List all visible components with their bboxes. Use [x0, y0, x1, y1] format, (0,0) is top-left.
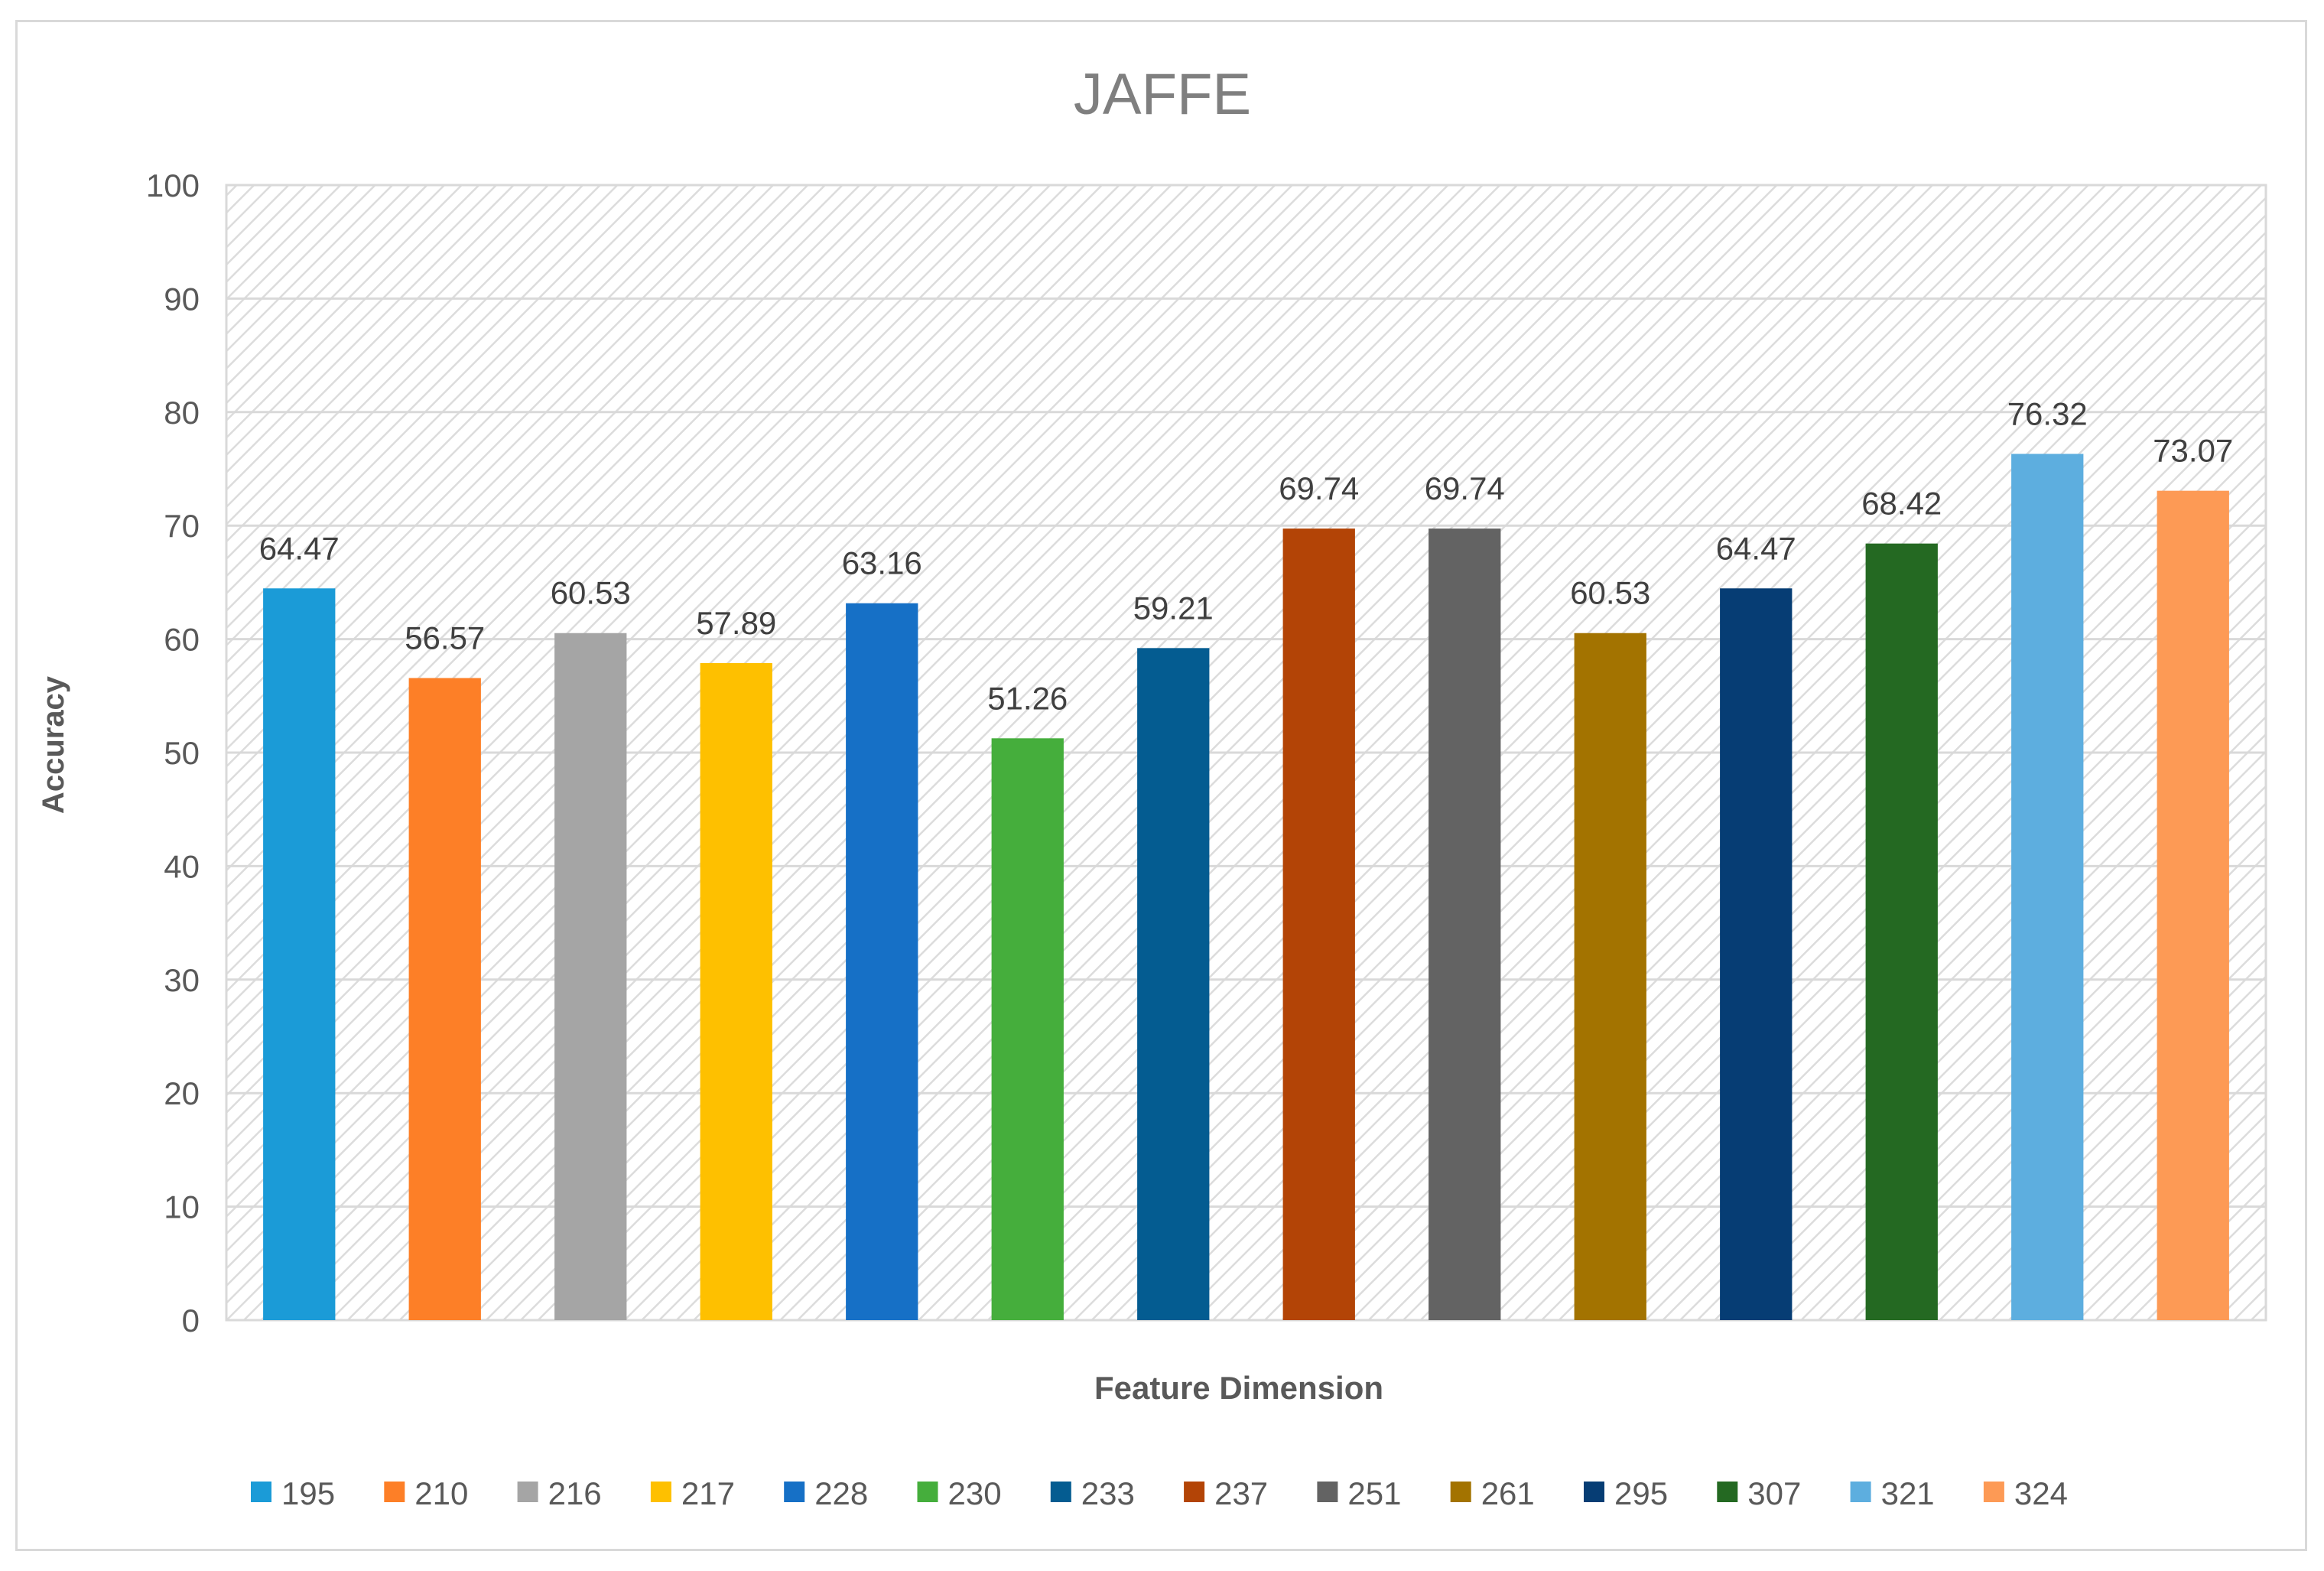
- data-label-217: 57.89: [696, 605, 776, 641]
- legend-swatch-216: [517, 1482, 538, 1502]
- y-tick-label: 90: [164, 281, 200, 317]
- x-axis-title: Feature Dimension: [1094, 1370, 1383, 1406]
- legend-label-217: 217: [681, 1475, 735, 1511]
- data-label-195: 64.47: [259, 530, 340, 566]
- data-label-237: 69.74: [1279, 470, 1359, 506]
- data-label-295: 64.47: [1716, 530, 1796, 566]
- data-label-210: 56.57: [405, 620, 485, 656]
- legend-label-251: 251: [1347, 1475, 1401, 1511]
- chart-title: JAFFE: [1074, 62, 1251, 127]
- data-labels: 64.47 56.57 60.53 57.89 63.16 51.26 59.21 69.74…: [259, 395, 2234, 716]
- bar-295: [1720, 588, 1793, 1320]
- y-tick-label: 0: [182, 1303, 200, 1338]
- data-label-230: 51.26: [987, 680, 1068, 716]
- legend-label-295: 295: [1614, 1475, 1668, 1511]
- legend-swatch-210: [384, 1482, 405, 1502]
- bar-251: [1429, 529, 1501, 1321]
- legend-label-195: 195: [281, 1475, 335, 1511]
- y-axis-title: Accuracy: [37, 675, 70, 814]
- legend-label-307: 307: [1747, 1475, 1801, 1511]
- bar-321: [2011, 454, 2084, 1321]
- legend-swatch-261: [1450, 1482, 1471, 1502]
- legend-swatch-228: [784, 1482, 805, 1502]
- y-tick-label: 70: [164, 508, 200, 544]
- y-tick-label: 10: [164, 1189, 200, 1225]
- legend-label-230: 230: [948, 1475, 1002, 1511]
- legend-swatch-307: [1717, 1482, 1738, 1502]
- data-label-216: 60.53: [551, 575, 631, 611]
- legend-swatch-321: [1850, 1482, 1871, 1502]
- legend: 195 210 216 217 228 230 233 237 251 261 295 307 321 3…: [251, 1475, 2068, 1511]
- y-tick-label: 80: [164, 395, 200, 431]
- legend-swatch-295: [1584, 1482, 1604, 1502]
- legend-label-210: 210: [414, 1475, 468, 1511]
- bar-195: [263, 588, 336, 1320]
- y-tick-label: 100: [146, 168, 200, 203]
- legend-swatch-217: [650, 1482, 671, 1502]
- legend-label-216: 216: [548, 1475, 602, 1511]
- data-label-233: 59.21: [1133, 590, 1214, 626]
- bar-228: [846, 603, 918, 1320]
- bars: [263, 454, 2229, 1321]
- bar-217: [700, 662, 772, 1320]
- legend-label-228: 228: [814, 1475, 868, 1511]
- legend-label-233: 233: [1081, 1475, 1135, 1511]
- bar-216: [554, 633, 627, 1320]
- legend-label-261: 261: [1481, 1475, 1535, 1511]
- y-tick-label: 40: [164, 848, 200, 884]
- legend-swatch-230: [917, 1482, 938, 1502]
- data-label-307: 68.42: [1861, 486, 1942, 522]
- legend-swatch-233: [1050, 1482, 1071, 1502]
- legend-label-321: 321: [1881, 1475, 1935, 1511]
- chart-frame: JAFFE 0 10 20 30 40 50 60 70 80 90 100 64.47 56.57 6…: [15, 20, 2307, 1551]
- bar-324: [2157, 490, 2229, 1321]
- y-tick-label: 20: [164, 1075, 200, 1111]
- data-label-321: 76.32: [2007, 395, 2088, 431]
- bar-230: [991, 738, 1064, 1320]
- legend-swatch-251: [1317, 1482, 1338, 1502]
- bar-307: [1865, 543, 1938, 1320]
- y-tick-label: 50: [164, 735, 200, 771]
- legend-label-324: 324: [2014, 1475, 2068, 1511]
- data-label-324: 73.07: [2153, 433, 2233, 469]
- bar-237: [1282, 529, 1355, 1321]
- y-tick-label: 60: [164, 622, 200, 658]
- data-label-228: 63.16: [842, 545, 922, 581]
- data-label-251: 69.74: [1425, 470, 1505, 506]
- legend-label-237: 237: [1214, 1475, 1268, 1511]
- bar-210: [408, 678, 481, 1320]
- legend-swatch-195: [251, 1482, 271, 1502]
- bar-233: [1137, 648, 1210, 1320]
- y-axis-ticks: 0 10 20 30 40 50 60 70 80 90 100: [146, 168, 200, 1338]
- y-tick-label: 30: [164, 962, 200, 998]
- legend-swatch-237: [1184, 1482, 1205, 1502]
- data-label-261: 60.53: [1570, 575, 1650, 611]
- legend-swatch-324: [1983, 1482, 2004, 1502]
- bar-261: [1574, 633, 1646, 1320]
